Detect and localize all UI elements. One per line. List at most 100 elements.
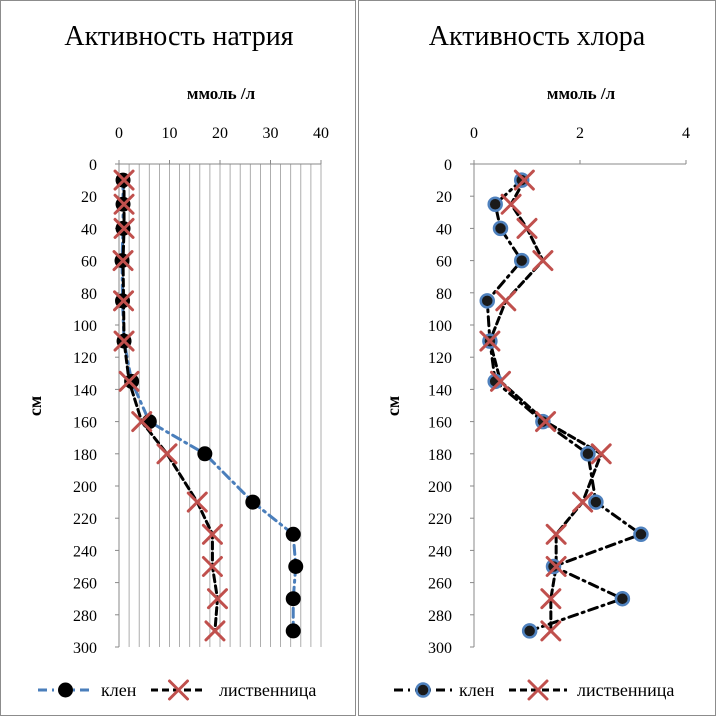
data-point-series-1 [141, 414, 157, 430]
data-point-series-2 [113, 217, 135, 239]
x-tick-label: 2 [576, 125, 584, 142]
y-tick-label: 300 [73, 640, 97, 657]
x-tick-label: 10 [162, 125, 178, 142]
data-point-series-1 [285, 623, 301, 639]
chlorine-chart-panel: Активность хлора ммоль /л 0 2 4 0 20 40 60 80 100 1… [358, 0, 716, 716]
x-tick-label: 0 [470, 125, 478, 142]
x-axis-title: ммоль /л [547, 84, 616, 103]
data-point-series-2 [532, 250, 554, 272]
y-tick-label: 20 [436, 189, 452, 206]
y-tick-label: 160 [428, 415, 452, 432]
data-point-series-1 [285, 591, 301, 607]
x-tick-label: 20 [212, 125, 228, 142]
data-point-series-2 [112, 250, 134, 272]
legend-label-1: клен [459, 680, 495, 700]
y-tick-label: 20 [81, 189, 97, 206]
y-tick-label: 200 [73, 479, 97, 496]
data-point-series-2 [495, 290, 517, 312]
data-point-series-2 [545, 556, 567, 577]
y-tick-label: 0 [444, 157, 452, 174]
legend-marker-2 [527, 679, 549, 701]
data-point-series-2 [201, 556, 223, 577]
data-point-series-2 [572, 491, 594, 513]
data-point-series-1 [614, 590, 631, 607]
data-point-series-1 [545, 558, 562, 575]
legend-marker-1 [415, 682, 431, 698]
data-point-series-1 [487, 196, 503, 212]
data-point-series-2 [490, 370, 511, 392]
data-point-series-2 [113, 193, 135, 215]
y-tick-label: 140 [73, 382, 97, 399]
y-tick-label: 180 [428, 447, 452, 464]
sodium-chart-panel: Активность натрия ммоль /л 0 10 20 30 40 0 20 40 6… [0, 0, 356, 716]
y-tick-label: 100 [73, 318, 97, 335]
legend-marker-2 [168, 679, 189, 701]
data-point-series-1 [535, 413, 551, 430]
legend-label-2: лиственница [577, 680, 674, 700]
series-line-1 [485, 178, 643, 633]
y-axis-title: см [383, 396, 403, 416]
x-tick-label: 4 [682, 125, 690, 142]
data-point-series-2 [113, 330, 135, 352]
data-point-series-2 [540, 588, 562, 610]
data-point-series-2 [513, 169, 535, 191]
data-point-series-2 [479, 330, 501, 352]
data-point-series-1 [479, 293, 495, 309]
y-tick-label: 180 [73, 447, 97, 464]
data-point-series-1 [124, 373, 140, 389]
data-point-series-2 [156, 443, 178, 465]
data-point-series-2 [590, 443, 612, 465]
x-tick-label: 40 [313, 125, 329, 142]
y-axis-title: см [25, 396, 45, 416]
data-point-series-1 [197, 446, 213, 462]
y-tick-label: 280 [73, 608, 97, 625]
y-tick-label: 100 [428, 318, 452, 335]
data-point-series-2 [186, 491, 208, 513]
data-point-series-2 [206, 588, 228, 610]
data-point-series-2 [201, 523, 223, 545]
data-point-series-2 [118, 370, 140, 392]
y-tick-label: 140 [428, 382, 452, 399]
x-axis-title: ммоль /л [187, 84, 256, 103]
y-tick-label: 260 [73, 576, 97, 593]
y-tick-label: 120 [73, 350, 97, 367]
data-point-series-2 [131, 411, 153, 433]
data-point-series-1 [633, 526, 649, 543]
y-tick-label: 260 [428, 576, 452, 593]
data-point-series-1 [492, 220, 509, 237]
y-tick-label: 220 [73, 511, 97, 528]
legend-marker-1 [58, 682, 73, 698]
x-tick-label: 30 [263, 125, 279, 142]
y-tick-label: 220 [428, 511, 452, 528]
y-tick-label: 40 [81, 221, 97, 238]
chart-title: Активность хлора [429, 21, 646, 52]
y-tick-label: 40 [436, 221, 452, 238]
y-tick-label: 240 [73, 543, 97, 560]
x-tick-label: 0 [115, 125, 123, 142]
y-tick-label: 300 [428, 640, 452, 657]
legend-label-2: лиственница [219, 680, 316, 700]
y-tick-label: 60 [81, 254, 97, 271]
series-line-2 [488, 178, 603, 633]
data-point-series-1 [521, 623, 538, 639]
data-point-series-2 [204, 620, 226, 642]
y-tick-label: 160 [73, 415, 97, 432]
data-point-series-1 [588, 494, 604, 510]
data-point-series-2 [516, 217, 538, 239]
data-point-series-1 [285, 526, 301, 542]
y-tick-label: 0 [89, 157, 97, 174]
y-tick-label: 240 [428, 543, 452, 560]
data-point-series-1 [580, 446, 596, 462]
y-tick-label: 280 [428, 608, 452, 625]
legend-label-1: клен [101, 680, 137, 700]
data-point-series-2 [540, 620, 562, 642]
y-tick-label: 120 [428, 350, 452, 367]
data-point-series-2 [545, 523, 567, 545]
data-point-series-2 [113, 169, 135, 191]
y-tick-label: 80 [436, 286, 452, 303]
data-point-series-2 [113, 290, 135, 312]
series-line-2 [121, 178, 219, 633]
data-point-series-1 [245, 494, 261, 510]
y-tick-label: 80 [81, 286, 97, 303]
